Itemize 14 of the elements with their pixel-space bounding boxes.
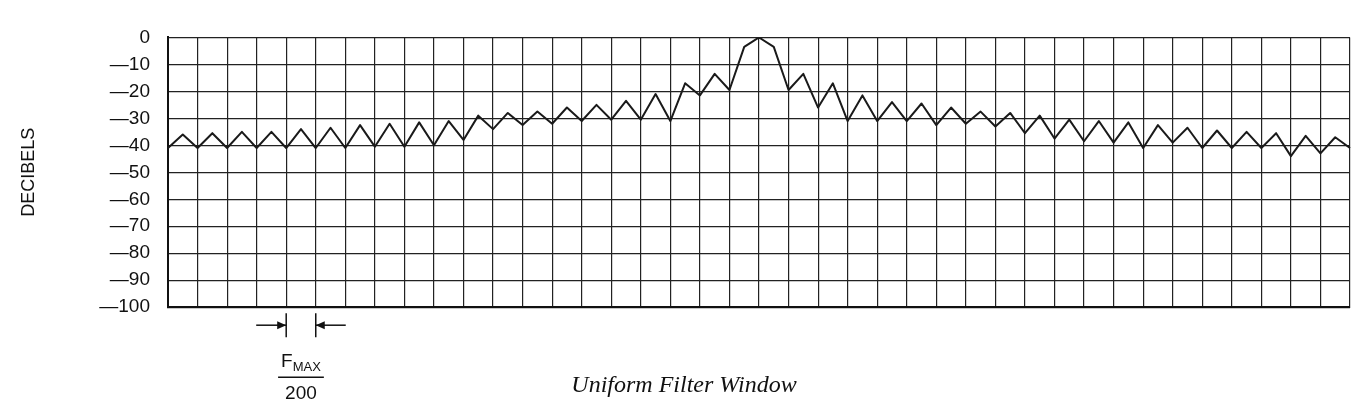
y-tick-label: —90 — [109, 268, 150, 290]
y-tick-label: —70 — [109, 214, 150, 236]
y-tick-label: —50 — [109, 160, 150, 182]
y-tick-label: —40 — [109, 133, 150, 155]
y-tick-label: —20 — [109, 79, 150, 101]
text: 200 — [285, 382, 317, 404]
y-tick-label: —60 — [109, 187, 150, 209]
y-tick-label: —10 — [109, 52, 150, 74]
y-tick-label: —30 — [109, 106, 150, 128]
y-tick-label: —80 — [109, 241, 150, 263]
text: Uniform Filter Window — [571, 370, 797, 397]
y-tick-label: —100 — [99, 295, 150, 317]
y-axis-title: DECIBELS — [17, 127, 38, 217]
y-tick-label: 0 — [139, 25, 150, 47]
